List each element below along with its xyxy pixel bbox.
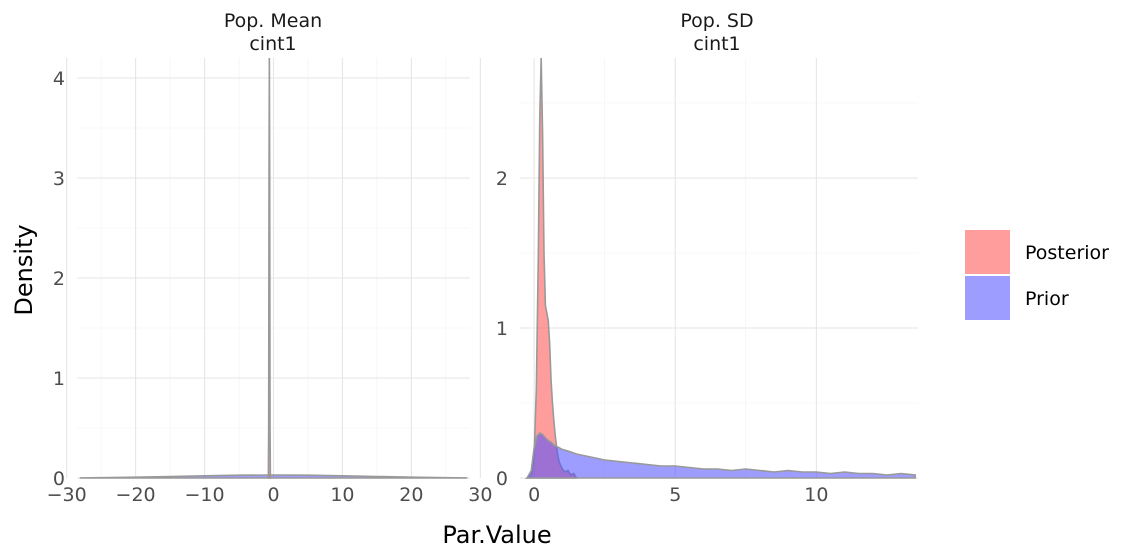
legend-label-prior: Prior — [1025, 288, 1069, 310]
legend-key-prior — [965, 276, 1010, 320]
facet1-x-tick-label: −10 — [184, 484, 224, 506]
facet1-panel: −30 −20 −10 0 10 20 30 0 1 2 3 4 — [47, 57, 492, 506]
x-axis-title: Par.Value — [442, 521, 551, 549]
facet2-strip-title-line1: Pop. SD — [680, 10, 753, 32]
facet2-strip-title-line2: cint1 — [693, 33, 740, 55]
facet1-prior-density-area — [79, 474, 468, 479]
facet1-x-tick-label: −20 — [116, 484, 156, 506]
legend: Posterior Prior — [965, 230, 1109, 320]
facet2-x-tick-label: 5 — [669, 484, 681, 506]
facet1-y-tick-label: 0 — [53, 468, 65, 490]
facet2-x-tick-label: 10 — [804, 484, 828, 506]
facet1-y-tick-label: 3 — [53, 168, 65, 190]
facet2-y-tick-label: 1 — [496, 318, 508, 340]
facet1-x-tick-label: 10 — [330, 484, 354, 506]
facet1-strip-title-line2: cint1 — [249, 33, 296, 55]
facet1-x-tick-label: 20 — [399, 484, 423, 506]
facet1-x-tick-label: 0 — [267, 484, 279, 506]
y-axis-title: Density — [10, 224, 38, 315]
facet1-posterior-density-area — [267, 57, 272, 479]
facet2-y-tick-label: 0 — [496, 468, 508, 490]
facet2-y-tick-label: 2 — [496, 168, 508, 190]
facet2-x-tick-label: 0 — [528, 484, 540, 506]
facet1-x-tick-label: 30 — [468, 484, 492, 506]
facet2-panel: 0 5 10 0 1 2 — [496, 57, 918, 506]
facet1-y-tick-label: 2 — [53, 268, 65, 290]
legend-key-posterior — [965, 230, 1010, 274]
facet1-x-tick-label: −30 — [47, 484, 87, 506]
facet1-y-tick-label: 1 — [53, 368, 65, 390]
facet2-prior-density-area — [525, 432, 916, 479]
facet1-strip-title-line1: Pop. Mean — [224, 10, 322, 32]
legend-label-posterior: Posterior — [1025, 242, 1109, 264]
facet1-y-tick-label: 4 — [53, 68, 65, 90]
